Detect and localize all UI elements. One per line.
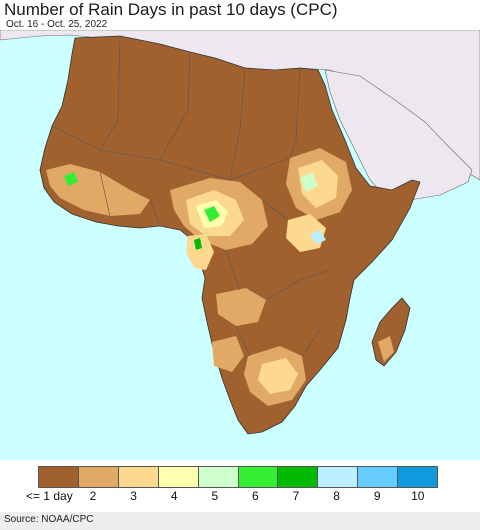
- rain-namibia: [212, 336, 244, 372]
- rain-south-africa-3: [258, 358, 298, 394]
- country-borders: [51, 35, 331, 357]
- legend-swatch-5: [198, 467, 239, 487]
- map-title: Number of Rain Days in past 10 days (CPC…: [4, 0, 338, 19]
- legend-label-9: 9: [373, 489, 381, 503]
- rain-gabon: [186, 234, 214, 270]
- legend-swatch-1: [39, 467, 79, 487]
- legend-swatch-4: [158, 467, 199, 487]
- rain-madagascar: [378, 336, 394, 362]
- rain-cameroon-green: [194, 238, 202, 250]
- rain-days-map: [0, 30, 480, 460]
- legend-swatch-6: [238, 467, 279, 487]
- legend-label-5: 5: [211, 489, 219, 503]
- legend-label-2: 2: [89, 489, 97, 503]
- legend-swatch-10: [398, 467, 438, 487]
- legend-swatch-2: [78, 467, 119, 487]
- rain-ethiopia-3: [298, 160, 338, 208]
- legend-swatch-3: [118, 467, 159, 487]
- legend-label-8: 8: [333, 489, 340, 503]
- rain-central-6: [204, 206, 220, 222]
- date-range: Oct. 16 - Oct. 25, 2022: [6, 19, 108, 30]
- arabia-land: [324, 69, 473, 201]
- source-credit: Source: NOAA/CPC: [4, 514, 94, 525]
- source-bar: Source: NOAA/CPC: [0, 512, 480, 530]
- legend-labels: <= 1 day 2 3 4 5 6 7 8 9 10: [26, 489, 438, 505]
- rain-ethiopia-5: [300, 172, 318, 192]
- rain-lake-8: [310, 230, 326, 244]
- legend-label-3: 3: [130, 489, 137, 503]
- legend-swatch-8: [318, 467, 359, 487]
- legend-swatch-7: [278, 467, 319, 487]
- rain-angola: [216, 288, 266, 326]
- legend-label-7: 7: [292, 489, 300, 503]
- rain-west-coast-green: [64, 172, 78, 186]
- legend-label-1: <= 1 day: [26, 489, 73, 503]
- legend-label-6: 6: [252, 489, 259, 503]
- legend-color-bar: [38, 466, 438, 488]
- legend-label-4: 4: [170, 489, 178, 503]
- legend-swatch-9: [358, 467, 399, 487]
- legend-label-10: 10: [411, 489, 425, 503]
